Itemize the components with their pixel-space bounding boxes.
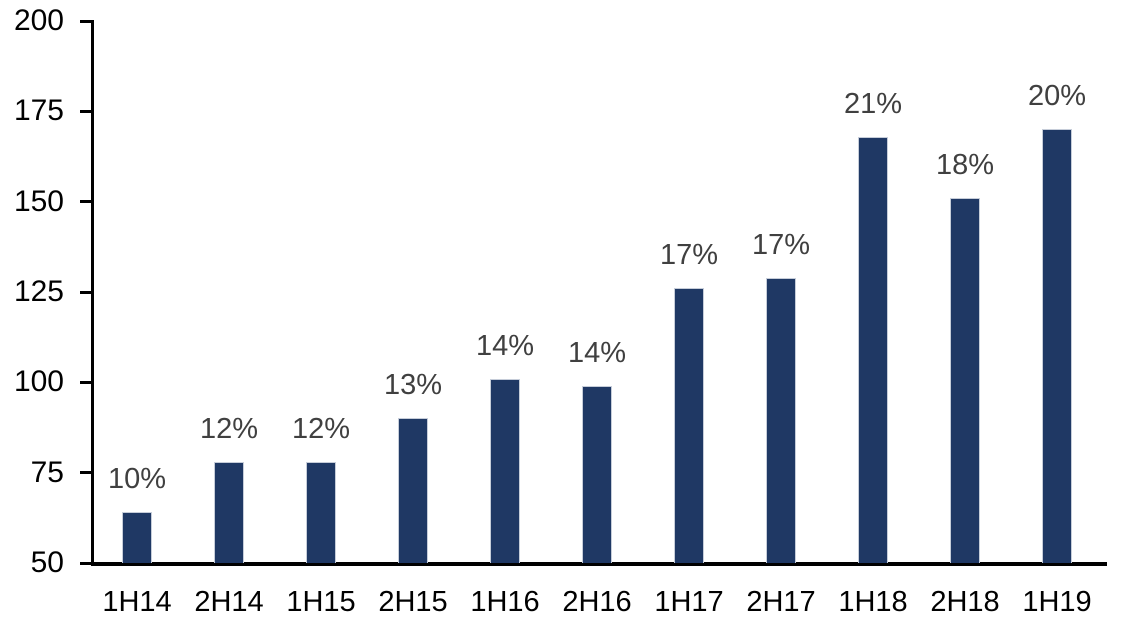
y-tick-mark bbox=[80, 19, 91, 23]
y-tick-mark bbox=[80, 109, 91, 113]
bar-value-label: 10% bbox=[107, 463, 167, 496]
bar bbox=[674, 288, 704, 563]
bar bbox=[214, 461, 244, 563]
bar bbox=[306, 461, 336, 563]
y-tick-mark bbox=[80, 290, 91, 294]
bar bbox=[1042, 129, 1072, 563]
bar-value-label: 17% bbox=[751, 228, 811, 261]
x-axis-label: 2H15 bbox=[378, 586, 448, 618]
x-axis-label: 2H17 bbox=[746, 586, 816, 618]
y-tick-mark bbox=[80, 380, 91, 384]
y-tick-label: 175 bbox=[13, 94, 64, 128]
y-tick-label: 125 bbox=[13, 275, 64, 308]
x-axis-label: 1H19 bbox=[1022, 586, 1092, 618]
bar bbox=[950, 198, 980, 563]
bar bbox=[490, 378, 520, 563]
bar-value-label: 18% bbox=[935, 149, 995, 182]
y-tick-mark bbox=[80, 471, 91, 475]
bar bbox=[582, 385, 612, 563]
x-axis-label: 1H16 bbox=[470, 586, 540, 618]
y-axis-line bbox=[91, 20, 94, 566]
x-axis-line bbox=[91, 562, 1107, 566]
x-axis-label: 1H18 bbox=[838, 586, 908, 618]
y-tick-label: 100 bbox=[13, 365, 64, 399]
bar bbox=[122, 512, 152, 563]
bar-value-label: 12% bbox=[199, 412, 259, 445]
y-tick-label: 75 bbox=[30, 455, 64, 489]
bar-value-label: 14% bbox=[475, 329, 535, 362]
x-axis-label: 2H16 bbox=[562, 586, 632, 618]
y-tick-label: 150 bbox=[13, 184, 64, 218]
x-axis-label: 2H18 bbox=[930, 586, 1000, 618]
bar bbox=[858, 136, 888, 563]
y-tick-label: 200 bbox=[13, 4, 64, 37]
bar-value-label: 13% bbox=[383, 369, 443, 402]
y-tick-mark bbox=[80, 200, 91, 204]
bar bbox=[398, 418, 428, 563]
y-tick-label: 50 bbox=[30, 546, 64, 579]
bar-value-label: 21% bbox=[843, 87, 903, 120]
bar bbox=[766, 277, 796, 563]
bar-value-label: 17% bbox=[659, 239, 719, 272]
bar-value-label: 12% bbox=[291, 412, 351, 445]
bar-value-label: 14% bbox=[567, 336, 627, 369]
x-axis-label: 2H14 bbox=[194, 586, 264, 618]
x-axis-label: 1H15 bbox=[286, 586, 356, 618]
x-axis-label: 1H14 bbox=[102, 586, 172, 618]
x-axis-label: 1H17 bbox=[654, 586, 724, 618]
bar-value-label: 20% bbox=[1027, 80, 1087, 113]
y-tick-mark bbox=[80, 561, 91, 565]
